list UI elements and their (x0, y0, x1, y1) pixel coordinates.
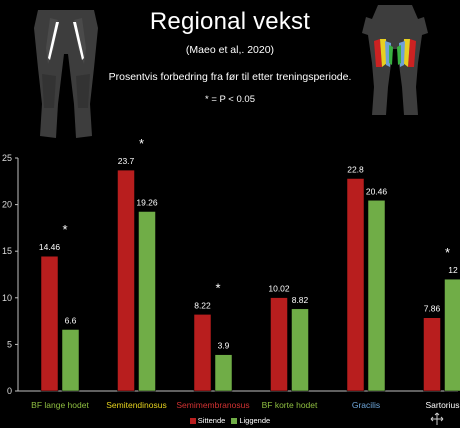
bar (214, 354, 233, 392)
value-label: 8.22 (194, 300, 211, 310)
page-title: Regional vekst (149, 8, 311, 35)
bars (40, 169, 460, 392)
significance-marker: * (215, 280, 220, 295)
muscle-figure-hamstring-regions-icon (362, 5, 428, 115)
y-tick-label: 25 (2, 153, 12, 163)
bar (346, 178, 365, 392)
value-label: 6.6 (65, 315, 77, 325)
value-labels: 14.46 6.6 23.7 19.26 8.22 3.9 10.028.82 22.8 20.… (39, 156, 458, 351)
legend-swatch (231, 418, 238, 424)
bar (138, 211, 156, 392)
value-label: 8.82 (292, 295, 309, 305)
y-tick-label: 10 (2, 293, 12, 303)
significance-note: * = P < 0.05 (204, 94, 255, 105)
description: Prosentvis forbedring fra før til etter … (108, 71, 352, 83)
y-tick-label: 0 (7, 386, 12, 396)
legend-label: Liggende (239, 416, 271, 425)
bar (444, 278, 460, 392)
legend-label: Sittende (197, 416, 226, 425)
bar (270, 297, 288, 392)
legend-item-sittende: Sittende (189, 416, 226, 425)
y-tick-label: 20 (2, 200, 12, 210)
significance-marker: * (445, 245, 450, 260)
expand-arrows-icon[interactable] (428, 412, 446, 426)
legend-swatch (189, 418, 196, 424)
legend-item-liggende: Liggende (231, 417, 270, 425)
significance-marker: * (139, 136, 144, 151)
x-tick-label: Sartorius (425, 400, 459, 410)
value-label: 12 (448, 265, 458, 275)
value-label: 22.8 (347, 165, 364, 175)
bar (423, 317, 441, 392)
significance-markers: * * * * (62, 136, 450, 295)
bar (117, 169, 135, 392)
legend: Sittende Liggende (0, 417, 460, 425)
x-tick-label: Gracilis (352, 400, 380, 410)
value-label: 10.02 (268, 284, 290, 294)
x-tick-label: Semitendinosus (106, 400, 166, 410)
x-tick-label: Semimembranosus (176, 400, 249, 410)
bar (193, 314, 212, 392)
significance-marker: * (62, 222, 67, 237)
value-label: 19.26 (136, 197, 158, 207)
x-axis-labels: BF lange hodet Semitendinosus Semimembrano… (31, 400, 459, 410)
value-label: 14.46 (39, 242, 61, 252)
y-tick-label: 15 (2, 246, 12, 256)
y-tick-label: 5 (7, 339, 12, 349)
value-label: 20.46 (366, 186, 388, 196)
bar (291, 308, 309, 392)
x-tick-label: BF korte hodet (262, 400, 318, 410)
citation: (Maeo et al,. 2020) (185, 44, 275, 56)
bar (367, 200, 386, 392)
muscle-figure-back-icon (34, 10, 98, 138)
value-label: 3.9 (218, 341, 230, 351)
x-tick-label: BF lange hodet (31, 400, 89, 410)
value-label: 7.86 (424, 304, 441, 314)
bar (61, 329, 80, 392)
value-label: 23.7 (118, 156, 135, 166)
bar (40, 255, 59, 392)
